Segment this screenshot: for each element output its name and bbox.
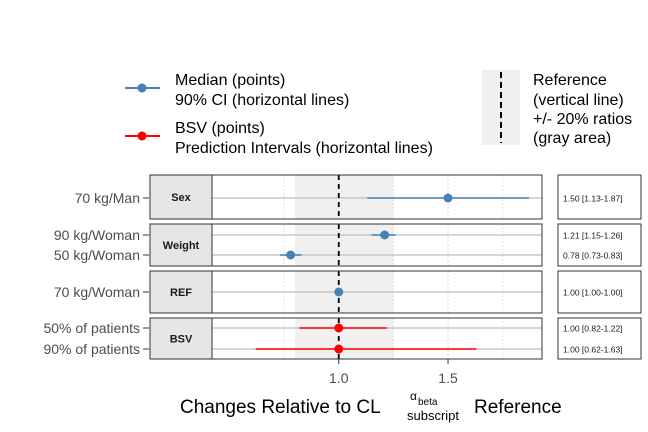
strip-label: Sex [171, 192, 191, 204]
row-label: 50 kg/Woman [54, 247, 140, 263]
panel-ref: 70 kg/Woman 1.00 [1.00-1.00] REF [54, 270, 642, 314]
x-axis-title-sup-sub: beta [418, 397, 438, 408]
panel-border [211, 174, 543, 220]
panels: 70 kg/Man 1.50 [1.13-1.87] Sex 90 kg/Woman 1… [43, 174, 642, 360]
legend-ref-label-2: (vertical line) [533, 92, 624, 109]
strip-box [149, 270, 213, 314]
panel-border [211, 270, 543, 314]
legend-ref-label-4: (gray area) [533, 130, 611, 147]
legend-ref-label-1: Reference [533, 72, 607, 89]
strip-label: Weight [163, 240, 200, 252]
row-label: 70 kg/Man [75, 190, 140, 206]
x-axis-title: Changes Relative to CL α beta subscript … [180, 389, 562, 423]
row-label: 50% of patients [43, 320, 140, 336]
median-point [443, 193, 453, 203]
legend: Median (points) 90% CI (horizontal lines… [125, 70, 632, 157]
reference-band [295, 175, 394, 219]
legend-median-key-point [137, 83, 147, 93]
x-axis-title-sup-base: α [410, 389, 417, 403]
table-panel-border [557, 317, 642, 360]
strip-box [149, 174, 213, 220]
strip-label: REF [170, 287, 192, 299]
panel-sex: 70 kg/Man 1.50 [1.13-1.87] Sex [75, 174, 642, 220]
median-point [334, 344, 344, 354]
reference-band [295, 318, 394, 359]
x-axis: 1.0 1.5 [329, 359, 458, 386]
table-panel-border [557, 223, 642, 267]
x-axis-title-suffix: Reference [474, 397, 562, 418]
strip-label: BSV [170, 334, 193, 346]
row-label: 90% of patients [43, 341, 140, 357]
legend-median-label-1: Median (points) [175, 72, 285, 89]
panel-border [211, 223, 543, 267]
x-tick-label: 1.0 [329, 370, 349, 386]
median-point [380, 230, 390, 240]
median-point [334, 287, 344, 297]
legend-ref-label-3: +/- 20% ratios [533, 111, 632, 128]
legend-bsv-label-2: Prediction Intervals (horizontal lines) [175, 140, 433, 157]
median-point [286, 250, 296, 260]
table-value: 1.00 [0.62-1.63] [563, 345, 623, 355]
table-value: 1.21 [1.15-1.26] [563, 231, 623, 241]
row-label: 90 kg/Woman [54, 227, 140, 243]
table-value: 1.50 [1.13-1.87] [563, 194, 623, 204]
legend-bsv-label-1: BSV (points) [175, 120, 265, 137]
panel-bsv: 50% of patients 1.00 [0.82-1.22] 90% of pa… [43, 317, 642, 360]
table-value: 1.00 [1.00-1.00] [563, 288, 623, 298]
legend-median-label-2: 90% CI (horizontal lines) [175, 92, 349, 109]
row-label: 70 kg/Woman [54, 284, 140, 300]
table-panel-border [557, 270, 642, 314]
x-tick-label: 1.5 [438, 370, 458, 386]
median-point [334, 323, 344, 333]
panel-weight: 90 kg/Woman 1.21 [1.15-1.26] 50 kg/Woman 0.… [54, 223, 642, 267]
table-value: 0.78 [0.73-0.83] [563, 251, 623, 261]
reference-band [295, 224, 394, 266]
panel-border [211, 317, 543, 360]
strip-box [149, 223, 213, 267]
x-axis-title-prefix: Changes Relative to CL [180, 397, 381, 418]
strip-box [149, 317, 213, 360]
table-value: 1.00 [0.82-1.22] [563, 324, 623, 334]
x-axis-title-subscript: subscript [407, 408, 459, 423]
legend-bsv-key-point [137, 131, 147, 141]
table-panel-border [557, 174, 642, 220]
